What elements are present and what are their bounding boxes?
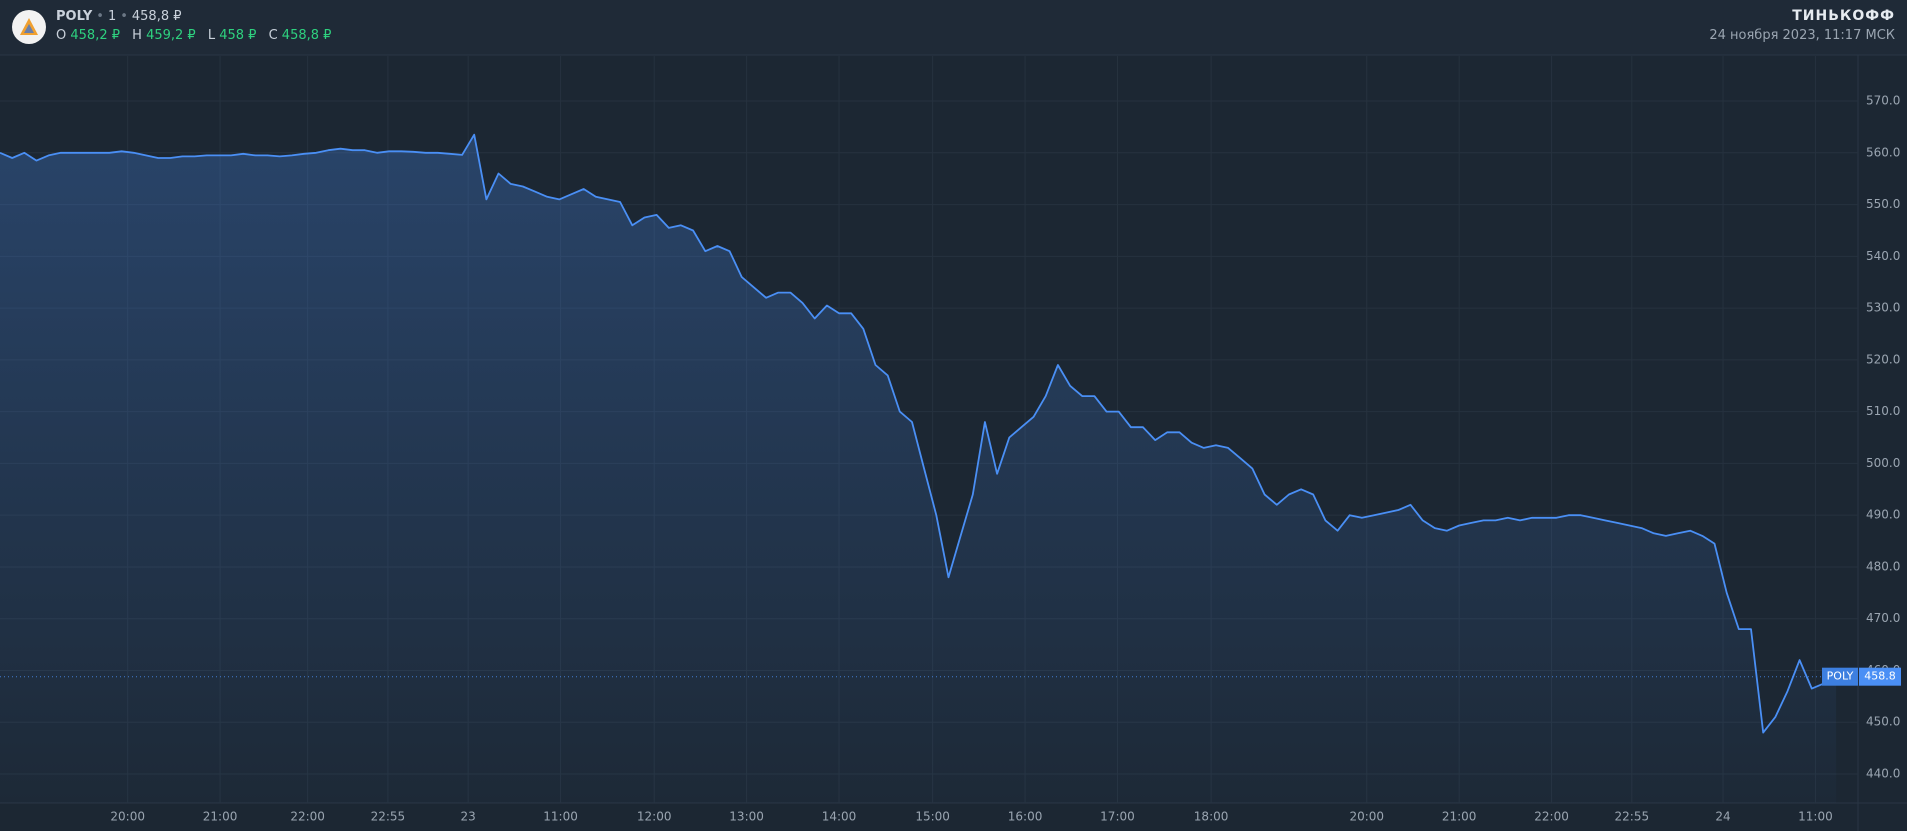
x-tick-label: 22:55 [1615,810,1650,824]
y-tick-label: 450.0 [1866,715,1900,729]
y-tick-label: 530.0 [1866,301,1900,315]
x-tick-label: 18:00 [1194,810,1229,824]
y-tick-label: 490.0 [1866,508,1900,522]
y-tick-label: 550.0 [1866,197,1900,211]
x-tick-label: 24 [1715,810,1730,824]
ohlc-value: 458,2 ₽ [70,28,120,43]
x-tick-label: 20:00 [1349,810,1384,824]
x-tick-label: 21:00 [203,810,238,824]
ohlc-key: H [132,28,142,43]
y-tick-label: 520.0 [1866,352,1900,366]
x-tick-label: 23 [461,810,476,824]
area [0,134,1837,803]
y-tick-label: 470.0 [1866,611,1900,625]
last-price-tag [1822,667,1858,686]
timestamp: 24 ноября 2023, 11:17 МСК [1709,28,1895,43]
y-tick-label: 510.0 [1866,404,1900,418]
x-tick-label: 15:00 [915,810,950,824]
y-tick-label: 570.0 [1866,94,1900,108]
y-tick-label: 440.0 [1866,767,1900,781]
ohlc-value: 459,2 ₽ [146,28,196,43]
brand: ТИНЬКОФФ [1792,8,1895,24]
y-tick-label: 480.0 [1866,559,1900,573]
y-tick-label: 560.0 [1866,145,1900,159]
header: POLY • 1 • 458,8 ₽ O 458,2 ₽ H 459,2 ₽ L 458… [0,0,1907,55]
ohlc-key: L [207,28,216,43]
ticker-line: POLY • 1 • 458,8 ₽ [56,9,182,24]
ohlc-key: O [56,28,67,43]
x-tick-label: 11:00 [543,810,578,824]
ohlc-value: 458,8 ₽ [281,28,332,43]
x-tick-label: 17:00 [1100,810,1135,824]
x-tick-label: 22:00 [290,810,325,824]
x-tick-label: 21:00 [1442,810,1477,824]
ohlc-value: 458 ₽ [219,28,257,43]
ohlc: O 458,2 ₽ H 459,2 ₽ L 458 ₽ C 458,8 ₽ [56,28,339,43]
x-tick-label: 13:00 [729,810,764,824]
y-tick-label: 500.0 [1866,456,1900,470]
y-tick-label: 540.0 [1866,249,1900,263]
x-tick-label: 12:00 [637,810,672,824]
x-tick-label: 14:00 [822,810,857,824]
x-tick-label: 11:00 [1798,810,1833,824]
ticker: POLY [56,9,93,24]
x-tick-label: 22:00 [1534,810,1569,824]
price-line [0,133,1837,734]
price: 458,8 ₽ [131,9,182,24]
ohlc-key: C [268,28,278,43]
last-price-value: 458.8 [1864,670,1896,683]
x-tick-label: 16:00 [1008,810,1043,824]
last-price-box [1859,667,1901,686]
x-tick-label: 22:55 [371,810,406,824]
interval: 1 [107,9,117,24]
logo [12,10,46,44]
x-tick-label: 20:00 [110,810,145,824]
last-price-name: POLY [1827,670,1854,683]
